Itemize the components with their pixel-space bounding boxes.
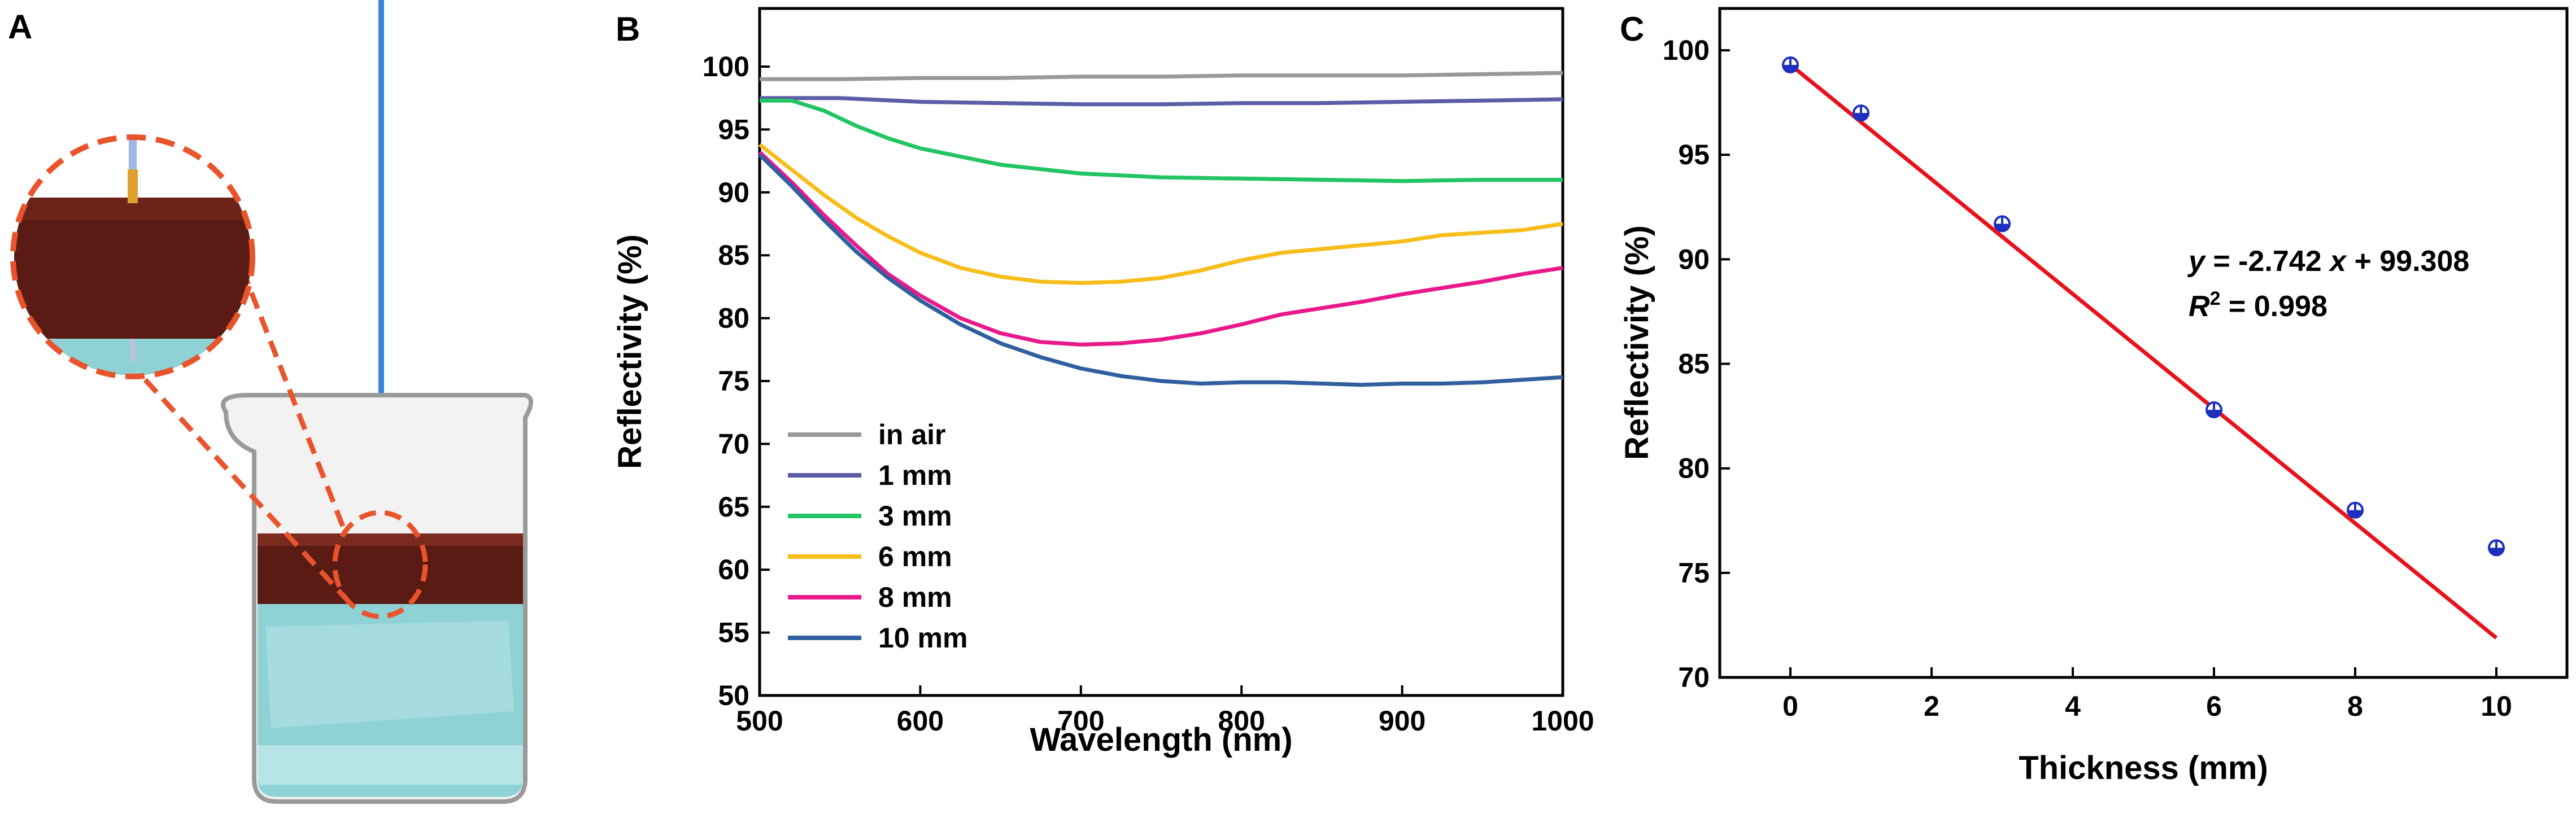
panel-b-series-line-5	[758, 153, 1563, 387]
panel-b-y-tick-label: 90	[718, 177, 749, 208]
panel-b-y-tick-label: 65	[718, 491, 749, 523]
panel-c-data-point	[1994, 215, 2011, 233]
panel-c-y-tick-label: 75	[1678, 557, 1710, 589]
panel-b-series-line-4	[758, 150, 1563, 347]
panel-c-x-tick-label: 2	[1924, 690, 1939, 722]
panel-b-x-ticks: 500 600 700 800 900 1000	[736, 685, 1594, 737]
panel-c-plot-frame	[1718, 7, 2569, 679]
panel-b-x-tick-label: 700	[1057, 705, 1104, 737]
panel-b-y-tick-label: 75	[718, 365, 749, 397]
panel-b-y-tick-label: 85	[718, 239, 749, 271]
panel-b-series	[758, 71, 1563, 387]
panel-b-x-tick-label: 500	[736, 705, 783, 737]
panel-c-y-ticks: 70 75 80 85 90 95 100	[1663, 34, 1730, 693]
panel-a-illustration: A	[8, 0, 533, 804]
panel-b-y-tick-label: 70	[718, 428, 749, 459]
panel-b-y-tick-label: 95	[718, 113, 749, 145]
panel-c-points	[1782, 56, 2505, 557]
panel-c-data-point	[2205, 401, 2222, 418]
panel-b-x-tick-label: 900	[1379, 705, 1426, 737]
panel-c-y-tick-label: 95	[1678, 139, 1710, 170]
panel-b-y-tick-label: 50	[718, 680, 749, 711]
panel-c-x-tick-label: 10	[2481, 690, 2512, 722]
panel-b-x-axis-title: Wavelength (nm)	[1030, 721, 1292, 758]
legend-label-3: 6 mm	[878, 541, 952, 572]
beaker	[221, 393, 533, 804]
fit-equation-y: y	[2187, 245, 2207, 278]
panel-b-legend: in air 1 mm 3 mm 6 mm 8 mm 10 mm	[788, 419, 967, 654]
panel-c-chart: C 70 75 80 85 90 95 100 0 2 4 6 8 10 y = -2.742 x +…	[1619, 7, 2569, 786]
zoom-connector-bottom	[108, 339, 348, 601]
panel-c-x-axis-title: Thickness (mm)	[2019, 750, 2268, 786]
panel-b-chart: B 50 55 60 65 70 75 80 85 90 95 100 500 600 700 800 90…	[612, 7, 1594, 758]
panel-c-y-tick-label: 100	[1663, 34, 1710, 66]
zoom-inset	[10, 134, 255, 379]
legend-label-4: 8 mm	[878, 581, 952, 613]
legend-label-2: 3 mm	[878, 500, 952, 532]
fit-equation-slope: = -2.742	[2205, 245, 2330, 278]
legend-label-0: in air	[878, 419, 945, 450]
panel-b-series-line-1	[760, 96, 1563, 107]
r-squared-exponent: 2	[2210, 288, 2221, 309]
panel-b-x-tick-label: 1000	[1531, 705, 1594, 737]
panel-b-y-axis-title: Reflectivity (%)	[612, 234, 648, 469]
panel-b-y-ticks: 50 55 60 65 70 75 80 85 90 95 100	[703, 51, 770, 711]
fit-equation-intercept: + 99.308	[2346, 245, 2469, 278]
panel-c-x-tick-label: 0	[1782, 690, 1798, 722]
panel-c-x-tick-label: 4	[2065, 690, 2081, 722]
panel-c-fit-line-group	[1789, 63, 2498, 640]
panel-c-data-point	[2488, 539, 2505, 557]
panel-b-series-line-0	[760, 71, 1563, 81]
panel-b-series-line-3	[758, 143, 1563, 285]
r-squared-symbol: R	[2189, 290, 2210, 323]
legend-label-1: 1 mm	[878, 459, 952, 491]
fit-equation-x: x	[2328, 245, 2347, 278]
panel-b-plot-frame	[758, 7, 1564, 697]
fit-r-squared: R2 = 0.998	[2189, 288, 2327, 323]
fit-equation: y = -2.742 x + 99.308	[2187, 245, 2469, 278]
probe-highlight-circle	[332, 510, 428, 619]
panel-c-x-tick-label: 8	[2347, 690, 2363, 722]
panel-c-y-tick-label: 80	[1678, 453, 1710, 484]
panel-b-x-tick-label: 600	[897, 705, 944, 737]
panel-c-label: C	[1620, 10, 1644, 48]
legend-label-5: 10 mm	[878, 622, 967, 654]
panel-c-fit-line	[1789, 63, 2498, 640]
panel-c-data-point	[2347, 501, 2364, 519]
panel-c-x-tick-label: 6	[2206, 690, 2222, 722]
panel-c-data-point	[1853, 104, 1869, 122]
panel-b-y-tick-label: 100	[703, 51, 749, 82]
panel-c-x-ticks: 0 2 4 6 8 10	[1782, 667, 2512, 722]
panel-c-y-tick-label: 90	[1678, 243, 1710, 275]
panel-c-data-point	[1782, 56, 1799, 73]
panel-c-y-axis-title: Reflectivity (%)	[1619, 225, 1655, 460]
panel-b-x-tick-label: 800	[1218, 705, 1265, 737]
r-squared-value: = 0.998	[2220, 290, 2327, 323]
fiber-probe	[378, 0, 384, 502]
panel-a-label: A	[8, 8, 32, 46]
panel-b-y-tick-label: 60	[718, 554, 749, 585]
panel-c-y-tick-label: 85	[1678, 348, 1710, 380]
panel-b-y-tick-label: 55	[718, 617, 749, 649]
panel-b-series-line-2	[760, 98, 1563, 183]
panel-b-label: B	[616, 10, 640, 48]
panel-c-y-tick-label: 70	[1678, 662, 1710, 693]
panel-b-y-tick-label: 80	[718, 303, 749, 334]
